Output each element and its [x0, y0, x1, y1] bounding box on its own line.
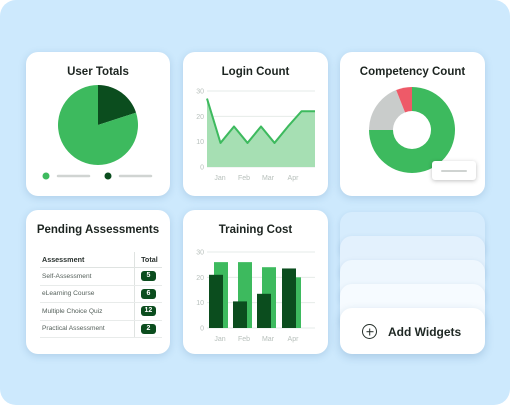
x-tick-label: Jan [214, 336, 225, 343]
assessment-name: Practical Assessment [40, 320, 135, 338]
x-tick-label: Mar [262, 175, 275, 182]
x-tick-label: Apr [288, 336, 300, 343]
x-tick-label: Feb [238, 175, 250, 182]
training-cost-title: Training Cost [218, 224, 293, 236]
table-row[interactable]: Practical Assessment 2 [40, 320, 162, 338]
y-tick-label: 10 [196, 139, 204, 146]
assessment-name: Multiple Choice Quiz [40, 302, 135, 321]
user-totals-title: User Totals [67, 66, 129, 78]
login-count-area-chart: 0 10 20 30 Jan Feb Mar Apr [196, 89, 315, 182]
table-row[interactable]: eLearning Course 6 [40, 285, 162, 303]
x-tick-label: Apr [288, 175, 300, 182]
chart-tooltip [432, 161, 476, 180]
pie-slice [57, 85, 138, 165]
competency-count-widget[interactable]: Competency Count [340, 52, 485, 196]
column-header-total: Total [133, 252, 162, 268]
pie-slice [98, 85, 137, 125]
y-tick-label: 0 [200, 326, 204, 333]
legend-marker [104, 172, 112, 180]
assessment-name: Self-Assessment [40, 267, 135, 286]
add-widgets-button[interactable]: Add Widgets [340, 308, 485, 354]
total-badge: 5 [140, 271, 156, 282]
x-tick-label: Feb [238, 336, 250, 343]
area-fill [207, 98, 315, 167]
total-badge: 2 [140, 323, 156, 334]
series-line [206, 98, 315, 144]
y-tick-label: 30 [196, 250, 204, 257]
total-badge: 6 [140, 288, 156, 299]
add-widgets-label: Add Widgets [388, 325, 462, 339]
total-badge: 12 [140, 306, 156, 317]
column-header-assessment: Assessment [40, 252, 135, 268]
x-tick-label: Jan [214, 175, 225, 182]
training-cost-widget[interactable]: Training Cost 0 10 20 30 Jan Feb Mar Apr [183, 210, 328, 354]
login-count-widget[interactable]: Login Count 0 10 20 30 Jan Feb Mar Apr [183, 52, 328, 196]
y-tick-label: 20 [196, 114, 204, 121]
assessment-name: eLearning Course [40, 285, 135, 303]
user-totals-widget[interactable]: User Totals [26, 52, 170, 196]
y-tick-label: 0 [200, 165, 204, 172]
pending-assessments-title: Pending Assessments [36, 224, 160, 236]
table-row[interactable]: Self-Assessment 5 [40, 267, 162, 286]
y-tick-label: 20 [196, 275, 204, 282]
competency-count-title: Competency Count [359, 66, 466, 78]
competency-count-donut-chart [369, 87, 455, 173]
pending-assessments-widget[interactable]: Pending Assessments Assessment Total Sel… [26, 210, 170, 354]
user-totals-pie-chart [42, 85, 153, 180]
bar-front [282, 268, 296, 328]
login-count-title: Login Count [221, 66, 290, 78]
training-cost-bar-chart: 0 10 20 30 Jan Feb Mar Apr [196, 250, 315, 343]
donut-hole [393, 111, 431, 149]
y-tick-label: 10 [196, 300, 204, 307]
y-tick-label: 30 [196, 89, 204, 96]
pending-assessments-table: Assessment Total Self-Assessment 5 eLear… [40, 252, 162, 338]
table-row[interactable]: Multiple Choice Quiz 12 [40, 302, 162, 321]
legend-marker [42, 172, 50, 180]
x-tick-label: Mar [262, 336, 275, 343]
bar-front [209, 274, 223, 328]
plus-circle-icon [362, 324, 377, 339]
bar-front [257, 293, 271, 328]
bar-front [233, 301, 247, 328]
